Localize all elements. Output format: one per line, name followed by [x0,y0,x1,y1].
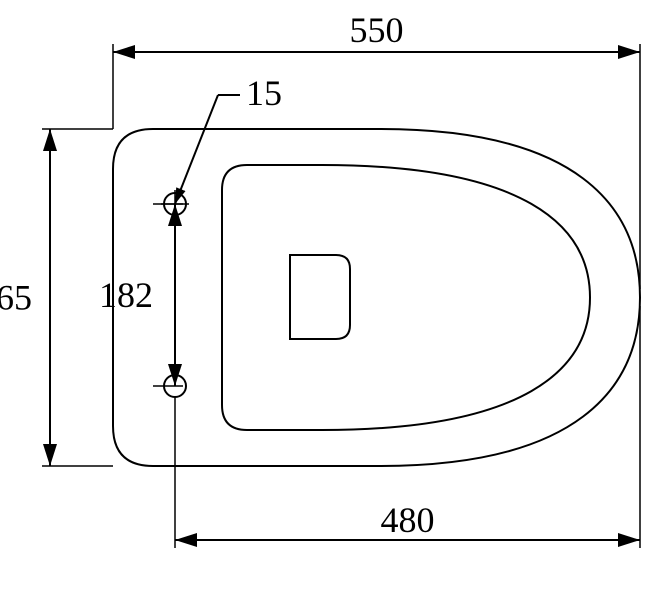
callout-leader-15 [175,95,218,204]
dim-label-480: 480 [381,500,435,540]
dim-label-182: 182 [99,275,153,315]
seat-outline [222,165,590,430]
flush-button-outline [290,255,350,339]
dim-label-550: 550 [350,10,404,50]
toilet-body-outline [113,129,640,466]
dimension-drawing: 550 480 365 182 15 [0,0,665,600]
callout-label-15: 15 [246,73,282,113]
dim-label-365: 365 [0,278,32,318]
